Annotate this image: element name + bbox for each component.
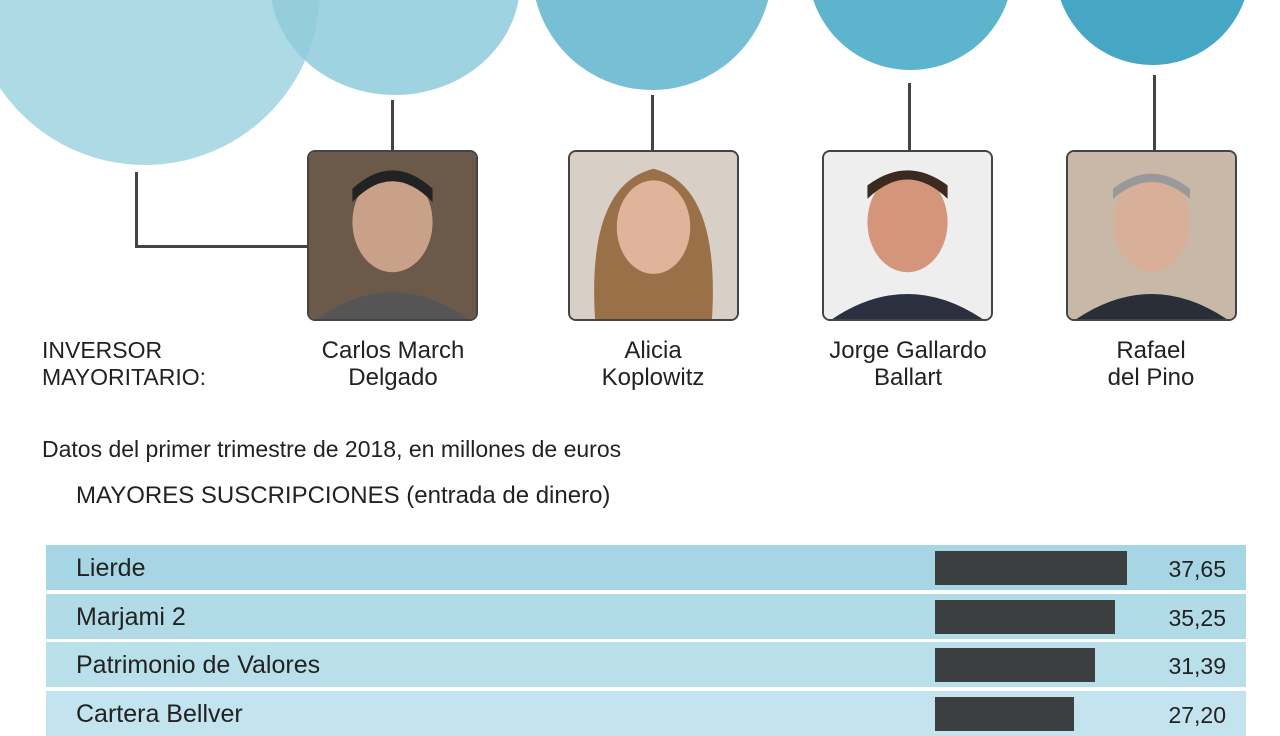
bubble-gallardo	[808, 0, 1013, 70]
name-line: Delgado	[348, 364, 438, 391]
connector	[651, 95, 654, 150]
photo-rafael-del-pino	[1066, 150, 1237, 321]
bubble-koplowitz	[532, 0, 772, 90]
bar-label: Lierde	[76, 554, 146, 582]
connector	[391, 100, 394, 150]
subtitle: Datos del primer trimestre de 2018, en m…	[42, 436, 622, 462]
bar-row: Lierde 37,65	[46, 545, 1246, 590]
bar-row: Cartera Bellver 27,20	[46, 690, 1246, 736]
photo-jorge-gallardo	[822, 150, 993, 321]
photo-alicia-koplowitz	[568, 150, 739, 321]
chart-title: MAYORES SUSCRIPCIONES (entrada de dinero…	[76, 482, 611, 509]
investor-label-line: INVERSOR	[42, 337, 163, 363]
bar-value: 27,20	[1168, 701, 1226, 728]
bar-label: Marjami 2	[76, 602, 186, 631]
investor-name: Jorge Gallardo Ballart	[788, 337, 1028, 391]
name-line: Carlos March	[321, 337, 465, 364]
connector	[908, 83, 911, 150]
investor-name: Alicia Koplowitz	[533, 337, 773, 391]
connector	[1153, 75, 1156, 150]
bubble-large	[0, 0, 320, 165]
name-line: del Pino	[1107, 364, 1195, 391]
photo-carlos-march	[307, 150, 478, 321]
bar-value: 37,65	[1168, 556, 1226, 582]
bubble-delpino	[1055, 0, 1250, 65]
bar-row: Marjami 2 35,25	[46, 593, 1246, 639]
name-line: Ballart	[873, 364, 943, 391]
bar-label: Patrimonio de Valores	[76, 651, 321, 679]
bar	[935, 551, 1127, 585]
bar	[935, 648, 1096, 682]
connector	[135, 172, 138, 248]
name-line: Jorge Gallardo	[829, 337, 987, 364]
connector	[135, 245, 307, 248]
bar-value: 35,25	[1168, 604, 1226, 631]
name-line: Alicia	[624, 337, 682, 364]
bar-label: Cartera Bellver	[76, 699, 243, 728]
bar	[935, 696, 1074, 731]
bar	[935, 599, 1115, 634]
bubble-march	[270, 0, 520, 95]
investor-label: INVERSOR MAYORITARIO:	[42, 337, 206, 391]
investor-label-line: MAYORITARIO:	[42, 364, 206, 390]
name-line: Rafael	[1116, 337, 1186, 364]
investor-name: Rafael del Pino	[1031, 337, 1271, 391]
name-line: Koplowitz	[601, 364, 705, 391]
investor-name: Carlos March Delgado	[273, 337, 513, 391]
bar-value: 31,39	[1168, 653, 1226, 679]
bar-row: Patrimonio de Valores 31,39	[46, 642, 1246, 687]
